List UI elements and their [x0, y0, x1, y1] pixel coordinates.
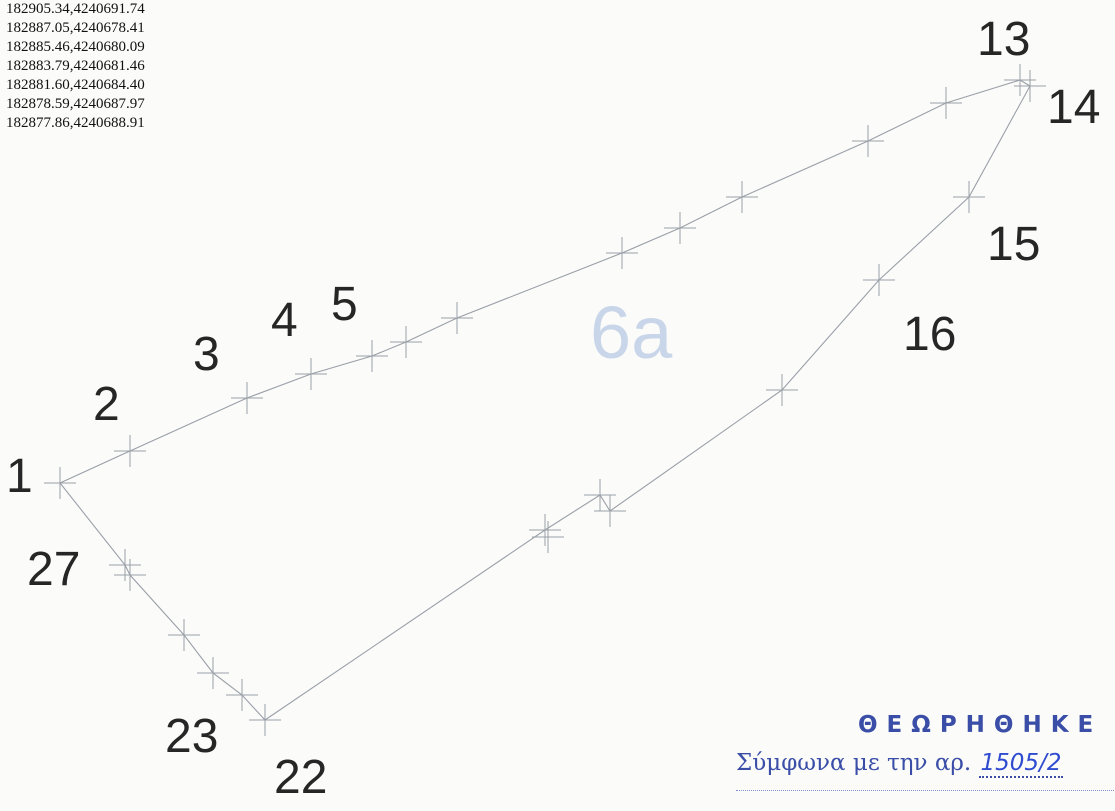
coordinate-row: 182881.60,4240684.40 — [6, 77, 145, 93]
vertex-cross — [441, 302, 473, 334]
vertex-cross — [584, 479, 616, 511]
point-label-14: 14 — [1047, 81, 1100, 134]
vertex-cross — [249, 704, 281, 736]
vertex-cross — [726, 181, 758, 213]
vertex-cross — [390, 326, 422, 358]
coordinate-row: 182885.46,4240680.09 — [6, 39, 145, 55]
stamp-text: Σύμφωνα με την αρ. 1505/2 — [736, 750, 1064, 778]
coordinate-row: 182905.34,4240691.74 — [6, 1, 145, 17]
vertex-cross — [1004, 64, 1036, 96]
vertex-cross — [114, 435, 146, 467]
vertex-cross — [1014, 70, 1046, 102]
stamp-title: ΘΕΩΡΗΘΗΚΕ — [858, 712, 1103, 738]
vertex-cross — [606, 237, 638, 269]
vertex-cross — [594, 495, 626, 527]
coordinate-row: 182878.59,4240687.97 — [6, 96, 145, 112]
point-label-3: 3 — [193, 328, 220, 381]
point-label-23: 23 — [165, 710, 218, 763]
point-label-16: 16 — [903, 308, 956, 361]
vertex-cross — [532, 521, 564, 553]
vertex-cross — [44, 467, 76, 499]
vertex-cross — [863, 264, 895, 296]
vertex-cross — [226, 679, 258, 711]
vertex-cross — [114, 559, 146, 591]
parcel-label: 6a — [590, 291, 673, 374]
vertex-cross — [852, 125, 884, 157]
stamp-cut-line — [736, 790, 1115, 811]
point-label-4: 4 — [271, 294, 298, 347]
vertex-markers — [44, 64, 1046, 736]
stamp-line-text: Σύμφωνα με την αρ. — [736, 750, 972, 776]
vertex-cross — [231, 382, 263, 414]
point-label-2: 2 — [93, 378, 120, 431]
coordinate-row: 182877.86,4240688.91 — [6, 115, 145, 131]
parcel-outline — [59, 79, 1031, 721]
point-label-13: 13 — [977, 13, 1030, 66]
vertex-cross — [109, 549, 141, 581]
vertex-cross — [664, 212, 696, 244]
coordinate-list: 182905.34,4240691.74 182887.05,4240678.4… — [6, 0, 145, 133]
point-label-27: 27 — [27, 543, 80, 596]
vertex-cross — [356, 340, 388, 372]
point-label-15: 15 — [987, 218, 1040, 271]
vertex-cross — [529, 514, 561, 546]
point-label-1: 1 — [6, 450, 33, 503]
coordinate-row: 182887.05,4240678.41 — [6, 20, 145, 36]
vertex-cross — [930, 87, 962, 119]
point-label-22: 22 — [274, 751, 327, 804]
coordinate-row: 182883.79,4240681.46 — [6, 58, 145, 74]
vertex-cross — [295, 358, 327, 390]
point-label-5: 5 — [331, 278, 358, 331]
vertex-cross — [168, 619, 200, 651]
stamp-line-number: 1505/2 — [978, 750, 1064, 778]
vertex-cross — [766, 374, 798, 406]
vertex-cross — [197, 657, 229, 689]
vertex-cross — [953, 181, 985, 213]
